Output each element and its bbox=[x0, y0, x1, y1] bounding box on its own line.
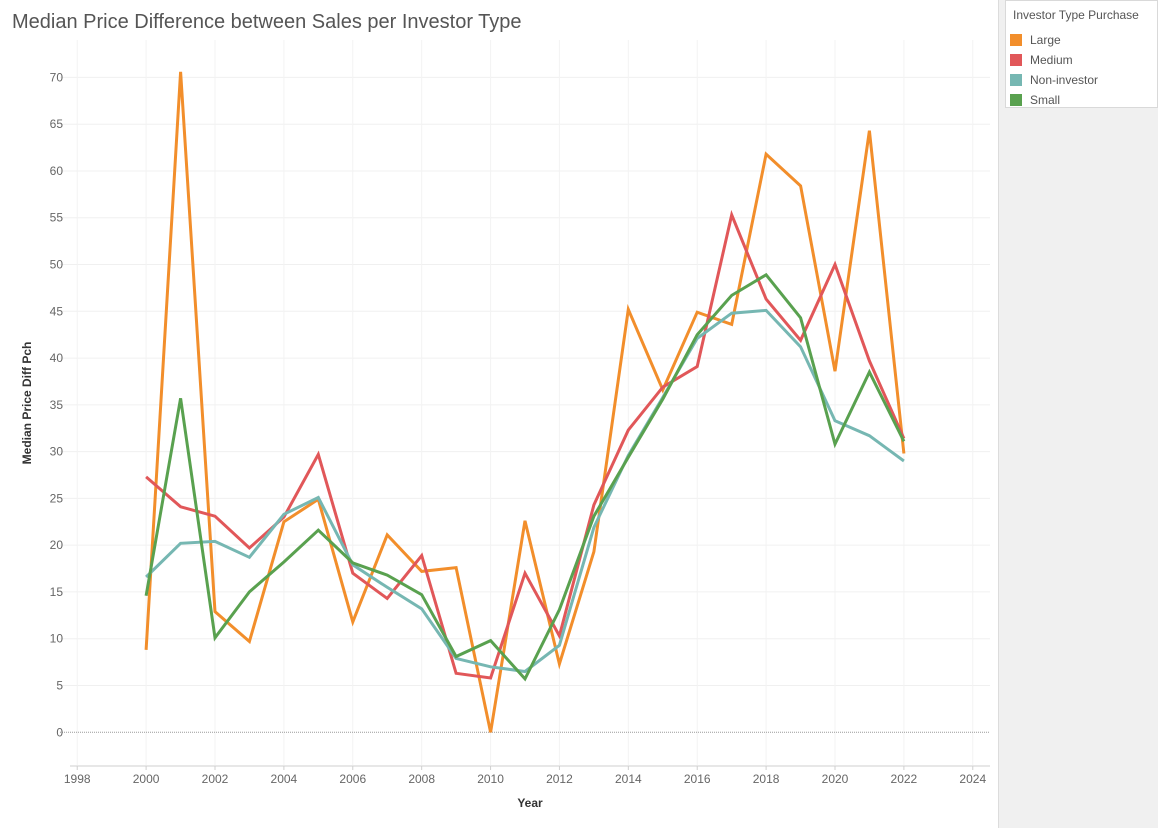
series-line-small bbox=[144, 272, 906, 682]
y-tick-label: 20 bbox=[50, 538, 64, 552]
x-tick-label: 2008 bbox=[408, 772, 435, 786]
x-tick-label: 2016 bbox=[684, 772, 711, 786]
y-tick-label: 50 bbox=[50, 258, 64, 272]
y-tick-label: 10 bbox=[50, 632, 64, 646]
series-line-non-investor bbox=[145, 308, 905, 674]
x-tick-label: 2006 bbox=[339, 772, 366, 786]
y-tick-label: 0 bbox=[56, 725, 63, 739]
legend-swatch bbox=[1010, 74, 1022, 86]
y-axis-title: Median Price Diff Pch bbox=[20, 342, 34, 465]
right-panel bbox=[998, 0, 1158, 828]
line-chart: 0 5 10 15 20 25 30 35 40 45 50 55 60 65 70 1998 2000 200… bbox=[20, 40, 990, 810]
legend-label: Small bbox=[1030, 93, 1061, 107]
y-tick-label: 65 bbox=[50, 117, 64, 131]
y-tick-label: 70 bbox=[50, 70, 64, 84]
x-axis-title: Year bbox=[517, 796, 543, 810]
legend-label: Medium bbox=[1030, 53, 1073, 67]
x-tick-label: 1998 bbox=[64, 772, 91, 786]
x-tick-label: 2010 bbox=[477, 772, 504, 786]
legend-item-small[interactable]: Small bbox=[1010, 91, 1155, 109]
legend-item-non-investor[interactable]: Non-investor bbox=[1010, 71, 1155, 89]
legend-item-large[interactable]: Large bbox=[1010, 31, 1155, 49]
grid-layer bbox=[60, 40, 990, 765]
series-line-large bbox=[144, 71, 906, 733]
y-tick-label: 45 bbox=[50, 304, 64, 318]
legend: Investor Type Purchase Large Medium Non-in… bbox=[1005, 0, 1158, 108]
series-layer bbox=[144, 71, 906, 733]
y-axis: 0 5 10 15 20 25 30 35 40 45 50 55 60 65 70 bbox=[50, 70, 64, 739]
y-tick-label: 55 bbox=[50, 211, 64, 225]
x-tick-label: 2018 bbox=[753, 772, 780, 786]
x-tick-label: 2004 bbox=[271, 772, 298, 786]
y-tick-label: 35 bbox=[50, 398, 64, 412]
x-tick-label: 2024 bbox=[959, 772, 986, 786]
x-tick-label: 2000 bbox=[133, 772, 160, 786]
legend-item-medium[interactable]: Medium bbox=[1010, 51, 1155, 69]
y-tick-label: 60 bbox=[50, 164, 64, 178]
y-tick-label: 30 bbox=[50, 445, 64, 459]
x-tick-label: 2020 bbox=[822, 772, 849, 786]
y-tick-label: 25 bbox=[50, 491, 64, 505]
y-tick-label: 15 bbox=[50, 585, 64, 599]
legend-swatch bbox=[1010, 54, 1022, 66]
legend-label: Non-investor bbox=[1030, 73, 1099, 87]
x-axis: 1998 2000 2002 2004 2006 2008 2010 2012 2014 2016… bbox=[64, 765, 990, 786]
legend-swatch bbox=[1010, 94, 1022, 106]
legend-title: Investor Type Purchase bbox=[1013, 8, 1139, 22]
x-tick-label: 2014 bbox=[615, 772, 642, 786]
chart-title: Median Price Difference between Sales pe… bbox=[12, 11, 522, 33]
legend-swatch bbox=[1010, 34, 1022, 46]
y-tick-label: 40 bbox=[50, 351, 64, 365]
x-tick-label: 2012 bbox=[546, 772, 573, 786]
y-tick-label: 5 bbox=[56, 678, 63, 692]
legend-label: Large bbox=[1030, 33, 1061, 47]
x-tick-label: 2002 bbox=[202, 772, 229, 786]
x-tick-label: 2022 bbox=[891, 772, 918, 786]
